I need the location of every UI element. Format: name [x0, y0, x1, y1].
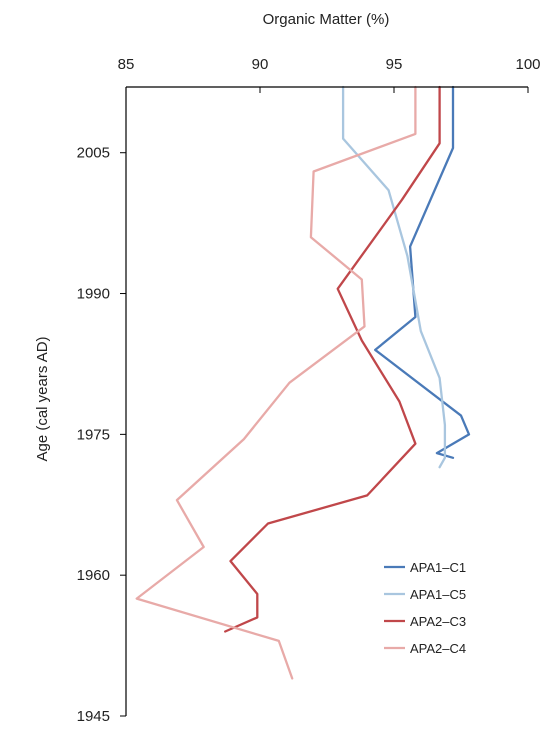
y-tick-label: 1975 [77, 426, 110, 443]
series-line-3 [224, 85, 441, 633]
y-tick-label: 1990 [77, 286, 110, 303]
x-axis-ticks: 85 90 95 100 [118, 56, 541, 93]
y-tick-label: 1960 [77, 567, 110, 584]
legend-label-2: APA1–C5 [410, 587, 466, 602]
x-tick-label: 85 [118, 56, 135, 73]
series-line-1 [374, 85, 471, 459]
legend: APA1–C1 APA1–C5 APA2–C3 APA2–C4 [384, 560, 466, 656]
x-tick-label: 90 [252, 56, 269, 73]
y-tick-label: 2005 [77, 145, 110, 162]
x-axis-title: Organic Matter (%) [263, 11, 390, 28]
y-axis-ticks: 1945 1960 1975 1990 2005 [77, 145, 126, 725]
series-line-4 [135, 85, 417, 680]
x-tick-label: 100 [515, 56, 540, 73]
y-axis-title: Age (cal years AD) [34, 336, 51, 461]
series-line-2 [341, 85, 447, 469]
legend-label-3: APA2–C3 [410, 614, 466, 629]
y-tick-label: 1945 [77, 708, 110, 725]
legend-label-1: APA1–C1 [410, 560, 466, 575]
legend-label-4: APA2–C4 [410, 641, 466, 656]
series-lines [135, 85, 471, 680]
x-tick-label: 95 [386, 56, 403, 73]
